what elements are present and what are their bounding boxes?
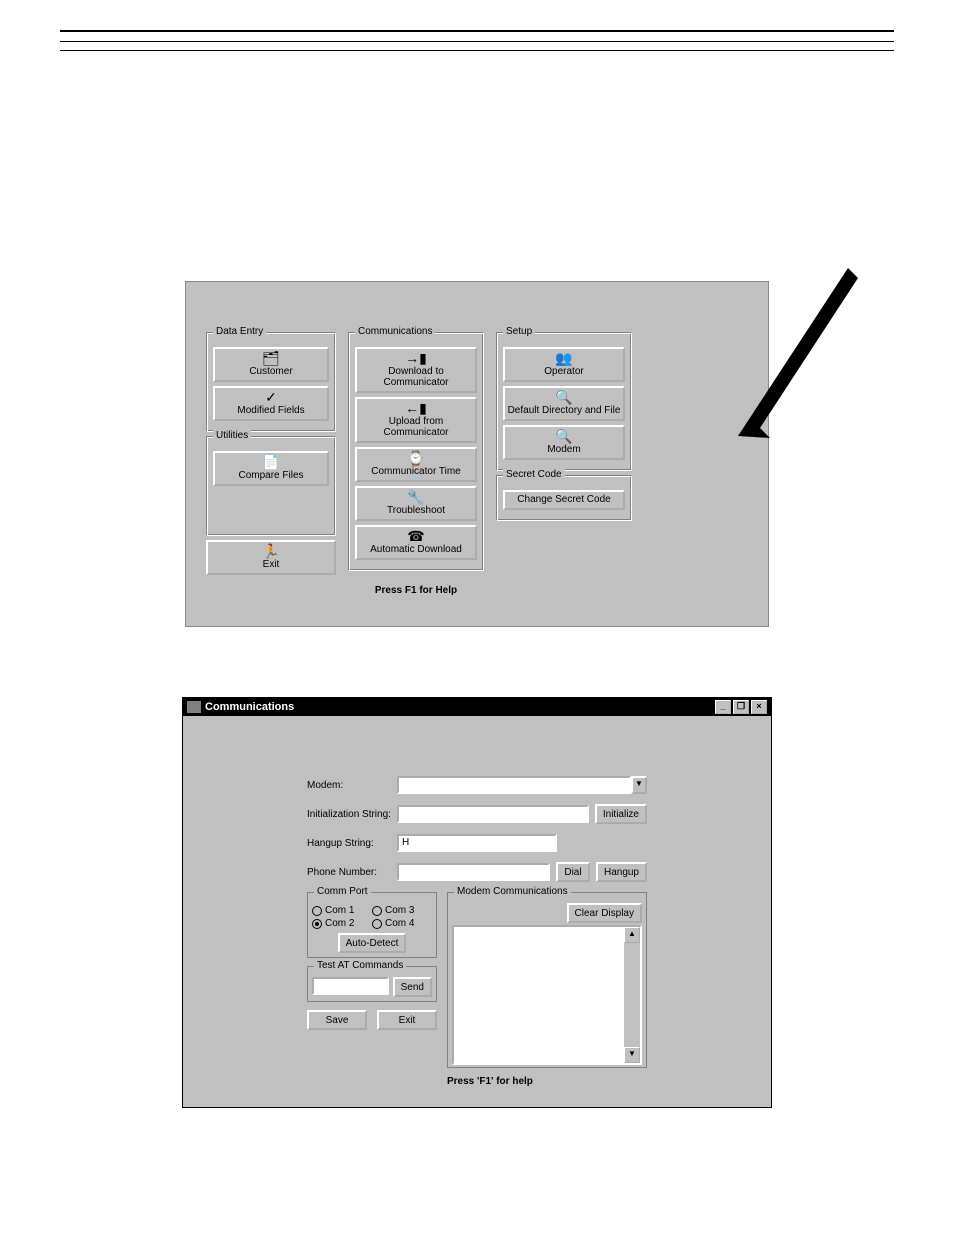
download-button[interactable]: →▮ Download to Communicator	[355, 347, 477, 393]
test-at-input[interactable]	[312, 977, 389, 995]
setup-title: Setup	[503, 326, 535, 337]
data-entry-group: Data Entry 🗂 Customer ✓ Modified Fields	[206, 332, 336, 432]
download-icon: →▮	[359, 351, 473, 365]
modem-combo[interactable]: ▼	[397, 776, 647, 794]
test-at-title: Test AT Commands	[314, 960, 406, 971]
scrollbar[interactable]: ▲ ▼	[624, 927, 640, 1063]
modem-input[interactable]	[397, 776, 631, 794]
automatic-download-button[interactable]: ☎ Automatic Download	[355, 525, 477, 560]
modem-comm-title: Modem Communications	[454, 886, 571, 897]
utilities-title: Utilities	[213, 430, 251, 441]
close-button[interactable]: ×	[751, 700, 767, 714]
scroll-down-icon[interactable]: ▼	[624, 1047, 640, 1063]
pointer-arrow	[738, 268, 858, 438]
upload-icon: ←▮	[359, 401, 473, 415]
comm-port-group: Comm Port Com 1 Com 3 Com 2 Com 4 Auto-D…	[307, 892, 437, 958]
help-hint: Press F1 for Help	[348, 585, 484, 596]
init-string-label: Initialization String:	[307, 809, 397, 820]
comm-port-title: Comm Port	[314, 886, 371, 897]
check-icon: ✓	[217, 390, 325, 404]
customer-icon: 🗂	[217, 351, 325, 365]
modem-communications-group: Modem Communications Clear Display ▲ ▼	[447, 892, 647, 1068]
exit-button[interactable]: 🏃 Exit	[206, 540, 336, 575]
clear-display-button[interactable]: Clear Display	[567, 903, 642, 923]
secret-code-group: Secret Code Change Secret Code	[496, 475, 632, 521]
modem-comm-listbox[interactable]: ▲ ▼	[452, 925, 642, 1065]
upload-button[interactable]: ←▮ Upload from Communicator	[355, 397, 477, 443]
magnifier-icon: 🔍	[507, 429, 621, 443]
com4-radio[interactable]: Com 4	[372, 918, 432, 929]
people-icon: 👥	[507, 351, 621, 365]
operator-button[interactable]: 👥 Operator	[503, 347, 625, 382]
hangup-button[interactable]: Hangup	[596, 862, 647, 882]
customer-button[interactable]: 🗂 Customer	[213, 347, 329, 382]
help-hint-2: Press 'F1' for help	[447, 1076, 647, 1087]
phone-number-input[interactable]	[397, 863, 550, 881]
modified-fields-button[interactable]: ✓ Modified Fields	[213, 386, 329, 421]
setup-group: Setup 👥 Operator 🔍 Default Directory and…	[496, 332, 632, 471]
utilities-group: Utilities 📄 Compare Files	[206, 436, 336, 536]
communications-title: Communications	[355, 326, 435, 337]
change-secret-code-button[interactable]: Change Secret Code	[503, 490, 625, 510]
chevron-down-icon[interactable]: ▼	[631, 776, 647, 794]
data-entry-title: Data Entry	[213, 326, 266, 337]
communicator-time-button[interactable]: ⌚ Communicator Time	[355, 447, 477, 482]
modem-label: Modem:	[307, 780, 397, 791]
maximize-button[interactable]: ❐	[733, 700, 749, 714]
communications-group: Communications →▮ Download to Communicat…	[348, 332, 484, 571]
auto-detect-button[interactable]: Auto-Detect	[338, 933, 407, 953]
com2-radio[interactable]: Com 2	[312, 918, 372, 929]
send-button[interactable]: Send	[393, 977, 432, 997]
default-directory-button[interactable]: 🔍 Default Directory and File	[503, 386, 625, 421]
com3-radio[interactable]: Com 3	[372, 905, 432, 916]
initialize-button[interactable]: Initialize	[595, 804, 647, 824]
scroll-up-icon[interactable]: ▲	[624, 927, 640, 943]
init-string-input[interactable]	[397, 805, 589, 823]
hangup-string-label: Hangup String:	[307, 838, 397, 849]
main-menu-window: Data Entry 🗂 Customer ✓ Modified Fields …	[185, 281, 769, 627]
phone-number-label: Phone Number:	[307, 867, 397, 878]
titlebar: Communications _ ❐ ×	[183, 698, 771, 716]
app-icon	[187, 701, 201, 713]
copy-icon: 📄	[217, 455, 325, 469]
compare-files-button[interactable]: 📄 Compare Files	[213, 451, 329, 486]
minimize-button[interactable]: _	[715, 700, 731, 714]
phone-icon: ☎	[359, 529, 473, 543]
modem-button[interactable]: 🔍 Modem	[503, 425, 625, 460]
exit-icon: 🏃	[210, 544, 332, 558]
window-title: Communications	[205, 701, 294, 713]
com1-radio[interactable]: Com 1	[312, 905, 372, 916]
magnifier-icon: 🔍	[507, 390, 621, 404]
header-rule	[60, 30, 894, 42]
watch-icon: ⌚	[359, 451, 473, 465]
save-button[interactable]: Save	[307, 1010, 367, 1030]
communications-window: Communications _ ❐ × Modem: ▼ Initializa…	[182, 697, 772, 1108]
hangup-string-input[interactable]: H	[397, 834, 557, 852]
wrench-icon: 🔧	[359, 490, 473, 504]
troubleshoot-button[interactable]: 🔧 Troubleshoot	[355, 486, 477, 521]
secret-code-title: Secret Code	[503, 469, 565, 480]
dial-button[interactable]: Dial	[556, 862, 590, 882]
test-at-group: Test AT Commands Send	[307, 966, 437, 1002]
exit-button-2[interactable]: Exit	[377, 1010, 437, 1030]
